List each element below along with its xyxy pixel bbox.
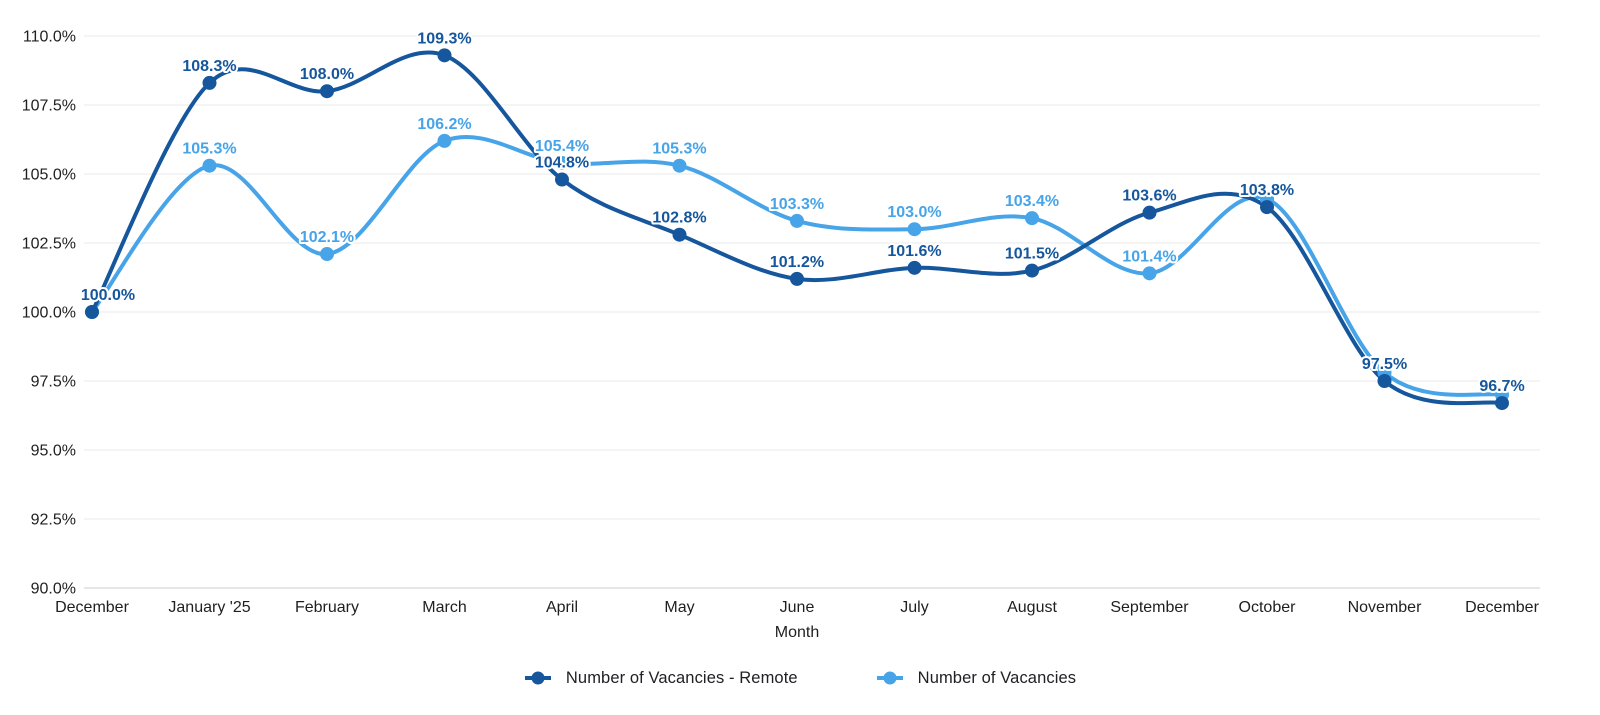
data-point-remote[interactable] — [1025, 263, 1039, 278]
data-point-label-remote: 108.0% — [300, 66, 354, 83]
data-point-label-remote: 102.8% — [652, 210, 706, 227]
data-point-label-remote: 101.5% — [1005, 246, 1059, 263]
x-axis-tick-label: August — [1007, 599, 1057, 616]
legend-marker-remote-icon — [524, 671, 552, 685]
data-point-vacancies[interactable] — [907, 222, 922, 237]
data-point-label-vacancies: 103.4% — [1005, 193, 1059, 210]
line-chart-canvas: 110.0% 107.5% 105.0% 102.5% 100.0% 97.5% 95.0%… — [22, 28, 1540, 641]
x-axis-title: Month — [775, 624, 819, 641]
data-point-remote[interactable] — [85, 305, 99, 319]
data-point-label-remote: 104.8% — [535, 155, 589, 172]
y-axis-tick-label: 90.0% — [31, 581, 76, 598]
x-axis-tick-label: April — [546, 599, 578, 616]
y-axis-tick-label: 97.5% — [31, 374, 76, 391]
data-point-vacancies[interactable] — [672, 158, 687, 173]
x-axis-tick-label: January '25 — [168, 599, 250, 616]
data-point-label-remote: 100.0% — [81, 287, 135, 304]
data-point-vacancies[interactable] — [320, 247, 334, 262]
legend-marker-vacancies-icon — [876, 671, 904, 685]
y-axis-tick-label: 92.5% — [31, 512, 76, 529]
data-point-label-vacancies: 103.0% — [887, 204, 941, 221]
data-point-label-vacancies: 105.3% — [652, 141, 706, 158]
data-point-label-vacancies: 105.3% — [182, 141, 236, 158]
data-point-remote[interactable] — [1377, 374, 1392, 388]
data-point-label-remote: 97.5% — [1362, 356, 1407, 373]
x-axis-tick-label: December — [1465, 599, 1539, 616]
chart-legend: Number of Vacancies - Remote Number of V… — [0, 652, 1600, 704]
data-point-vacancies[interactable] — [1142, 266, 1157, 281]
data-point-vacancies[interactable] — [790, 213, 804, 228]
data-point-label-remote: 96.7% — [1479, 378, 1524, 395]
data-point-remote[interactable] — [907, 260, 922, 275]
x-axis-tick-label: December — [55, 599, 129, 616]
data-point-remote[interactable] — [320, 84, 334, 99]
data-point-vacancies[interactable] — [437, 133, 452, 148]
data-point-label-remote: 103.8% — [1240, 182, 1294, 199]
data-point-remote[interactable] — [672, 227, 687, 242]
x-axis-tick-label: March — [422, 599, 466, 616]
data-point-label-remote: 101.2% — [770, 254, 824, 271]
data-point-vacancies[interactable] — [1025, 211, 1039, 226]
legend-label-vacancies: Number of Vacancies — [917, 668, 1077, 687]
data-point-label-remote: 103.6% — [1122, 188, 1176, 205]
data-point-label-vacancies: 102.1% — [300, 229, 354, 246]
legend-label-vacancies-remote: Number of Vacancies - Remote — [565, 668, 798, 687]
data-point-label-vacancies: 105.4% — [535, 138, 589, 155]
data-point-remote[interactable] — [202, 75, 217, 90]
data-point-label-vacancies: 101.4% — [1122, 248, 1176, 265]
x-axis-tick-label: February — [295, 599, 359, 616]
data-point-remote[interactable] — [1495, 396, 1509, 411]
y-axis-tick-label: 105.0% — [22, 167, 76, 184]
data-point-label-vacancies: 106.2% — [417, 116, 471, 133]
x-axis-tick-label: May — [664, 599, 694, 616]
y-axis-tick-label: 107.5% — [22, 98, 76, 115]
y-axis-tick-label: 102.5% — [22, 236, 76, 253]
x-axis-tick-label: July — [900, 599, 928, 616]
legend-item-vacancies-remote[interactable]: Number of Vacancies - Remote — [524, 669, 798, 688]
data-point-label-remote: 108.3% — [182, 58, 236, 75]
y-axis-tick-label: 95.0% — [31, 443, 76, 460]
data-point-label-vacancies: 103.3% — [770, 196, 824, 213]
x-axis-tick-label: September — [1110, 599, 1189, 616]
data-point-label-remote: 101.6% — [887, 243, 941, 260]
data-point-remote[interactable] — [790, 271, 804, 286]
x-axis-tick-label: June — [780, 599, 815, 616]
data-point-label-remote: 109.3% — [417, 30, 471, 47]
data-point-remote[interactable] — [555, 172, 569, 187]
y-axis-tick-label: 100.0% — [22, 305, 76, 322]
x-axis-tick-label: October — [1239, 599, 1297, 616]
data-point-remote[interactable] — [1260, 200, 1274, 215]
legend-item-vacancies[interactable]: Number of Vacancies — [876, 669, 1076, 688]
data-point-vacancies[interactable] — [202, 158, 217, 173]
y-axis-tick-label: 110.0% — [23, 29, 76, 46]
data-point-remote[interactable] — [437, 48, 452, 63]
x-axis-tick-label: November — [1348, 599, 1422, 616]
data-point-vacancies[interactable] — [555, 155, 569, 170]
data-point-remote[interactable] — [1142, 205, 1157, 220]
